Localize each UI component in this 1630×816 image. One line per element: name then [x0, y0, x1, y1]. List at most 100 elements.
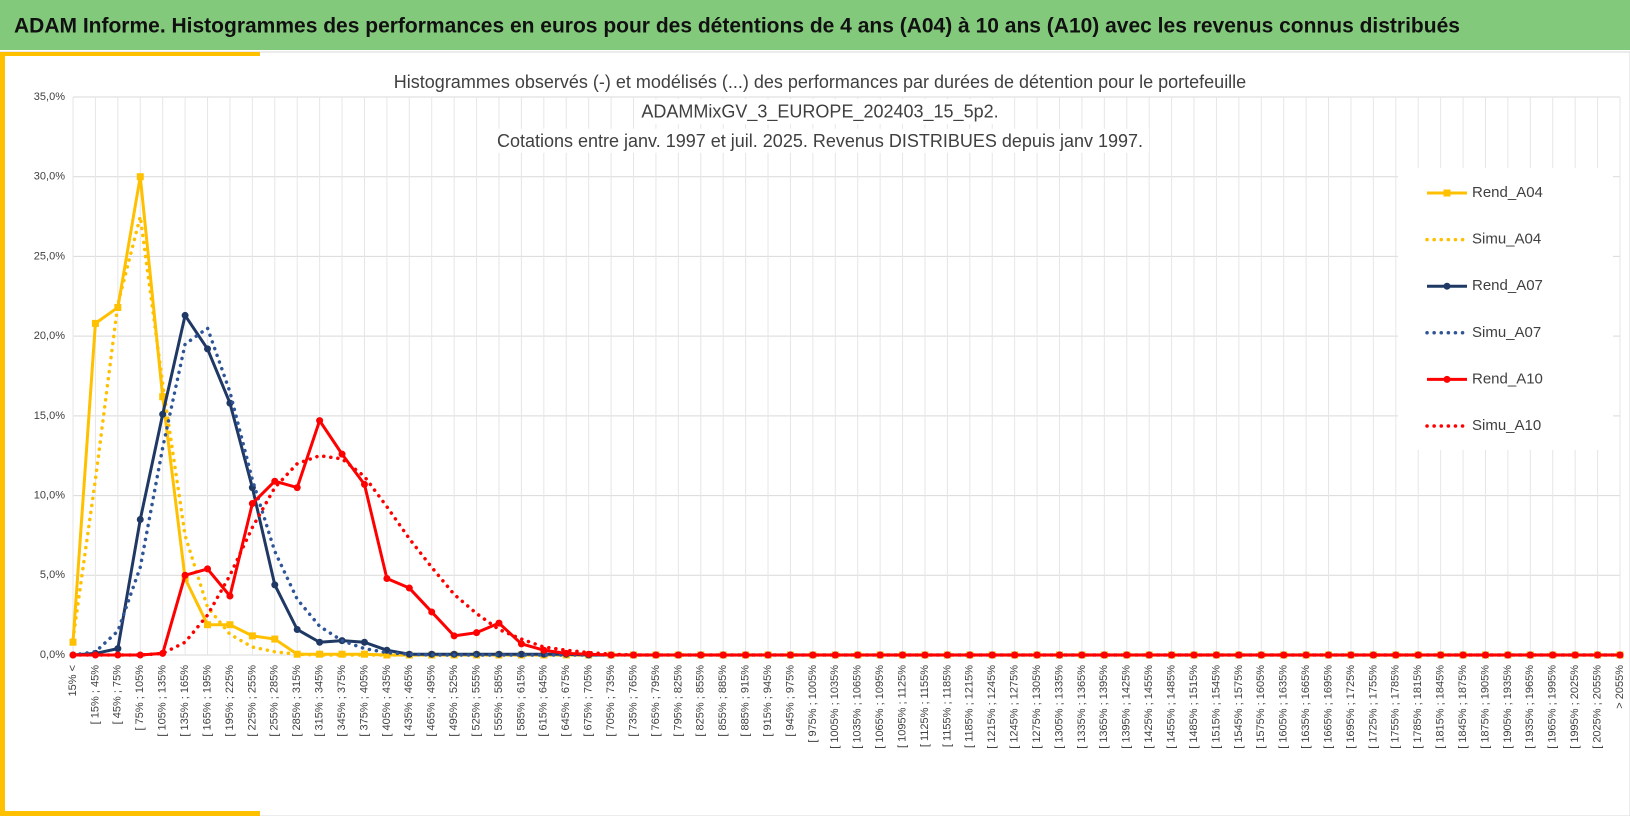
x-tick-label: [ 1815% ; 1845% [1435, 665, 1447, 749]
marker [674, 651, 682, 659]
x-tick-label: [ 885% ; 915% [740, 665, 752, 737]
legend-label: Rend_A10 [1472, 370, 1543, 387]
accent [0, 811, 260, 816]
marker [405, 584, 413, 592]
x-tick-label: [ 1005% ; 1035% [829, 665, 841, 749]
x-tick-label: [ 615% ; 645% [538, 665, 550, 737]
x-tick-label: > 2055% [1614, 665, 1626, 709]
x-tick-label: [ 765% ; 795% [650, 665, 662, 737]
chart-title: Cotations entre janv. 1997 et juil. 2025… [497, 131, 1143, 151]
marker [204, 345, 212, 353]
x-tick-label: [ 945% ; 975% [784, 665, 796, 737]
x-tick-label: [ 1155% ; 1185% [941, 665, 953, 747]
y-tick-label: 20,0% [34, 330, 65, 342]
marker [293, 625, 301, 633]
x-tick-label: [ 1665% ; 1695% [1322, 665, 1334, 749]
marker [540, 646, 548, 654]
x-tick-label: [ 1785% ; 1815% [1412, 665, 1424, 749]
legend-box [1398, 168, 1613, 450]
marker [495, 619, 503, 627]
legend-label: Simu_A10 [1472, 417, 1541, 434]
x-tick-label: [ 375% ; 405% [358, 665, 370, 737]
x-tick-label: [ 1575% ; 1605% [1255, 665, 1267, 749]
x-tick-label: [ 1875% ; 1905% [1479, 665, 1491, 749]
chart-area [0, 51, 1630, 816]
x-tick-label: [ 1995% ; 2025% [1569, 665, 1581, 749]
header-bar [0, 0, 1630, 50]
marker [226, 592, 234, 600]
marker [1100, 651, 1108, 659]
marker [226, 621, 234, 629]
x-tick-label: [ 345% ; 375% [336, 665, 348, 737]
x-tick-label: [ 75% ; 105% [134, 665, 146, 731]
x-tick-label: [ 285% ; 315% [291, 665, 303, 737]
marker [360, 650, 368, 658]
legend-label: Rend_A04 [1472, 184, 1543, 201]
x-tick-label: [ 735% ; 765% [627, 665, 639, 737]
x-tick-label: [ 195% ; 225% [224, 665, 236, 737]
x-tick-label: [ 1905% ; 1935% [1502, 665, 1514, 749]
x-tick-label: [ 585% ; 615% [515, 665, 527, 737]
y-tick-label: 25,0% [34, 250, 65, 262]
marker [114, 645, 122, 653]
marker [271, 477, 279, 485]
x-tick-label: [ 915% ; 945% [762, 665, 774, 737]
marker [248, 632, 256, 640]
x-tick-label: [ 1365% ; 1395% [1098, 665, 1110, 749]
marker [854, 651, 862, 659]
marker [473, 629, 481, 637]
x-tick-label: 15% < [67, 665, 79, 697]
marker [876, 651, 884, 659]
marker [1571, 651, 1579, 659]
marker [1145, 651, 1153, 659]
x-tick-label: [ 1755% ; 1785% [1390, 665, 1402, 749]
x-tick-label: [ 15% ; 45% [89, 665, 101, 725]
marker [271, 581, 279, 589]
legend-marker [1443, 282, 1451, 290]
marker [181, 311, 189, 319]
x-tick-label: [ 1065% ; 1095% [874, 665, 886, 749]
x-tick-label: [ 975% ; 1005% [807, 665, 819, 743]
marker [69, 638, 77, 646]
marker [1616, 651, 1624, 659]
chart-titles: Histogrammes observés (-) et modélisés (… [387, 69, 1253, 153]
x-tick-label: [ 465% ; 495% [426, 665, 438, 737]
marker [136, 515, 144, 523]
x-tick-label: [ 525% ; 555% [470, 665, 482, 737]
marker [114, 651, 122, 659]
chart-title: Histogrammes observés (-) et modélisés (… [394, 72, 1246, 92]
x-tick-label: [ 1635% ; 1665% [1300, 665, 1312, 749]
marker [136, 173, 144, 181]
marker [383, 574, 391, 582]
x-tick-label: [ 1935% ; 1965% [1524, 665, 1536, 749]
marker [1549, 651, 1557, 659]
marker [159, 410, 167, 418]
marker [1302, 651, 1310, 659]
x-tick-label: [ 1845% ; 1875% [1457, 665, 1469, 749]
header-title: ADAM Informe. Histogrammes des performan… [14, 15, 1460, 38]
marker [1437, 651, 1445, 659]
x-tick-label: [ 1215% ; 1245% [986, 665, 998, 749]
marker [181, 571, 189, 579]
x-tick-label: [ 315% ; 345% [314, 665, 326, 737]
x-tick-label: [ 1095% ; 1125% [896, 665, 908, 748]
x-tick-label: [ 1395% ; 1425% [1121, 665, 1133, 749]
marker [204, 621, 212, 629]
marker [271, 635, 279, 643]
marker [988, 651, 996, 659]
legend-label: Simu_A04 [1472, 231, 1541, 248]
marker [136, 651, 144, 659]
x-tick-label: [ 495% ; 525% [448, 665, 460, 737]
marker [1392, 651, 1400, 659]
x-tick-label: [ 105% ; 135% [157, 665, 169, 737]
marker [966, 651, 974, 659]
series-line [71, 453, 1622, 657]
marker [1011, 651, 1019, 659]
marker [405, 650, 413, 658]
x-tick-label: [ 2025% ; 2055% [1591, 665, 1603, 749]
x-tick-label: [ 1695% ; 1725% [1345, 665, 1357, 749]
marker [316, 417, 324, 425]
marker [1280, 651, 1288, 659]
marker [450, 632, 458, 640]
